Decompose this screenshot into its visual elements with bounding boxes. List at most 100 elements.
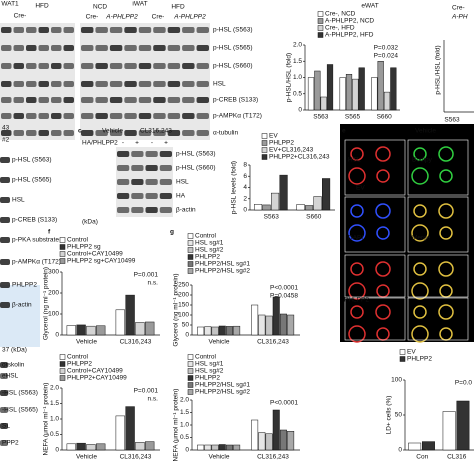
blot-band	[153, 113, 166, 119]
cell	[438, 203, 454, 219]
x-tick-label: S563	[313, 114, 329, 121]
legend-label: EV+CL316,243	[269, 147, 314, 154]
legend-label: PHLPP2 sg	[67, 244, 101, 251]
bar	[258, 314, 266, 336]
bar	[272, 409, 280, 451]
blot-band	[81, 27, 94, 33]
cell	[411, 325, 429, 343]
blot-band	[109, 45, 123, 51]
bar	[265, 315, 273, 336]
bar	[352, 78, 359, 111]
y-tick-label: 200	[48, 290, 59, 297]
blot-band	[117, 193, 130, 199]
blot-band	[182, 81, 195, 87]
bar	[265, 433, 273, 451]
label: Cre-	[152, 14, 165, 21]
label: β-actin	[176, 207, 196, 214]
blot-band	[0, 282, 10, 288]
y-tick-label: 1.0	[50, 416, 59, 423]
blot-band	[182, 130, 195, 136]
x-tick-label: CL316,243	[257, 339, 289, 346]
cell	[350, 147, 364, 161]
cell	[375, 304, 391, 320]
cell	[438, 261, 454, 277]
bar	[66, 443, 76, 451]
legend-label: PHLPP2	[195, 254, 220, 261]
label: HSL	[213, 81, 226, 88]
legend-label: Control	[195, 233, 217, 240]
x-tick-label: S660	[306, 214, 322, 221]
blot-band	[167, 27, 181, 33]
blot-band	[1, 45, 12, 51]
legend-label: HSL sg#2	[195, 368, 224, 375]
legend-label: PHLPP2	[407, 356, 432, 363]
label: orskolin	[2, 362, 25, 369]
label: PHLPP2	[12, 282, 37, 289]
bar	[197, 444, 205, 451]
blot-band	[81, 63, 94, 69]
label: p-CREB (S133)	[12, 217, 57, 224]
legend-swatch	[317, 32, 324, 38]
legend-label: HSL sg#2	[195, 247, 224, 254]
legend-label: A-PHLPP2, NCD	[325, 18, 374, 25]
bar	[251, 419, 259, 451]
blot-band	[145, 207, 158, 213]
annotation: P=0.0458	[270, 293, 298, 300]
label: Vehicle	[415, 128, 436, 135]
blot-band	[13, 97, 24, 103]
annotation: P=0.032	[374, 45, 399, 52]
y-tick-label: 0.5	[180, 434, 189, 441]
blot-band	[51, 63, 62, 69]
legend-label: Control	[67, 237, 89, 244]
label: p-AMPKα (T172)	[12, 259, 61, 266]
label: A-PHLPP2	[173, 14, 206, 21]
y-tick-label: 0.5	[293, 90, 302, 97]
bar	[279, 174, 288, 211]
blot-band	[0, 362, 8, 368]
label: 43	[2, 125, 10, 132]
x-tick-label: Con	[416, 454, 428, 461]
label: SL	[2, 423, 10, 430]
label: β-actin	[12, 302, 32, 309]
legend-swatch	[59, 375, 66, 381]
blot-band	[95, 81, 108, 87]
y-tick-label: 2.0	[50, 385, 59, 392]
cell	[439, 226, 453, 240]
blot-band	[0, 390, 8, 396]
legend-swatch	[59, 251, 66, 257]
y-tick-label: 100	[48, 311, 59, 318]
label: f	[48, 229, 51, 236]
tile-border	[407, 297, 469, 341]
y-tick-label: 6	[243, 173, 247, 180]
blot-band	[124, 63, 137, 69]
blot-band	[51, 81, 62, 87]
blot-band	[26, 81, 37, 87]
legend-swatch	[59, 237, 66, 243]
bar	[422, 441, 435, 451]
label: +	[164, 140, 168, 147]
blot-band	[0, 217, 10, 223]
legend-swatch	[59, 368, 66, 374]
legend-label: PHLPP2/HSL sg#2	[195, 268, 250, 275]
blot-band	[81, 97, 94, 103]
x-tick-label: CL316,243	[257, 454, 289, 461]
y-tick-label: 250	[178, 282, 189, 289]
label: DAPI	[348, 235, 363, 242]
label: Cre-	[86, 14, 99, 21]
blot-band	[131, 207, 144, 213]
legend-swatch	[187, 361, 194, 367]
label: PPP2	[2, 440, 19, 447]
bar	[145, 321, 155, 336]
y-tick-label: 50	[395, 412, 403, 419]
bar	[218, 325, 226, 336]
legend-label: PHLPP2/HSL sg#1	[195, 382, 250, 389]
blot-band	[0, 197, 10, 203]
bar	[218, 444, 226, 451]
legend-swatch	[59, 361, 66, 367]
label: -HSL (S563)	[2, 390, 38, 397]
blot-band	[109, 81, 123, 87]
bar	[371, 77, 378, 111]
bar	[305, 205, 314, 211]
legend-swatch	[187, 382, 194, 388]
